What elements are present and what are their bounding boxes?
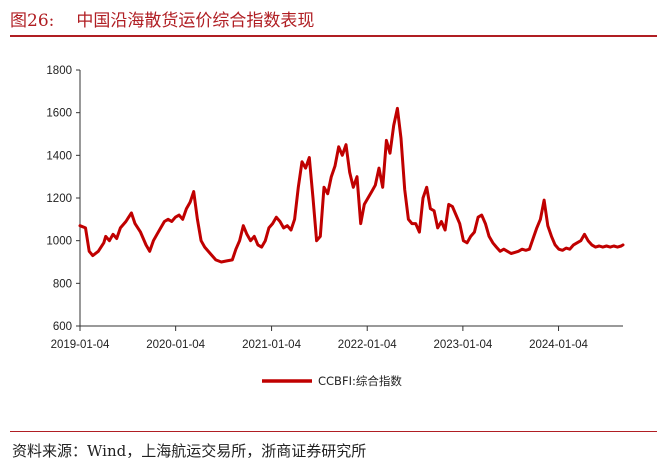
source-note: 资料来源：Wind，上海航运交易所，浙商证券研究所	[12, 442, 367, 460]
y-tick-label-3: 1200	[46, 193, 72, 205]
x-tick-label-5: 2024-01-04	[529, 339, 588, 351]
x-tick-label-4: 2023-01-04	[433, 339, 492, 351]
y-tick-label-6: 1800	[46, 65, 72, 77]
line-chart: 600 800 1000 1200 1400 1600 1800 2019-01-04 2020…	[46, 65, 625, 388]
legend-label-0: CCBFI:综合指数	[318, 374, 402, 388]
y-tick-label-4: 1400	[46, 150, 72, 162]
source-divider	[10, 431, 657, 432]
title-divider	[10, 35, 657, 37]
x-tick-label-0: 2019-01-04	[51, 339, 110, 351]
series-line-0	[78, 106, 625, 264]
y-tick-label-1: 800	[53, 278, 72, 290]
chart-title: 中国沿海散货运价综合指数表现	[76, 11, 315, 31]
x-tick-label-2: 2021-01-04	[242, 339, 301, 351]
figure-number: 图26:	[10, 11, 55, 31]
y-tick-label-0: 600	[53, 321, 72, 333]
x-tick-label-1: 2020-01-04	[146, 339, 205, 351]
y-tick-label-5: 1600	[46, 108, 72, 120]
figure-title: 图26: 中国沿海散货运价综合指数表现	[10, 6, 314, 31]
x-tick-label-3: 2022-01-04	[338, 339, 397, 351]
y-tick-label-2: 1000	[46, 236, 72, 248]
